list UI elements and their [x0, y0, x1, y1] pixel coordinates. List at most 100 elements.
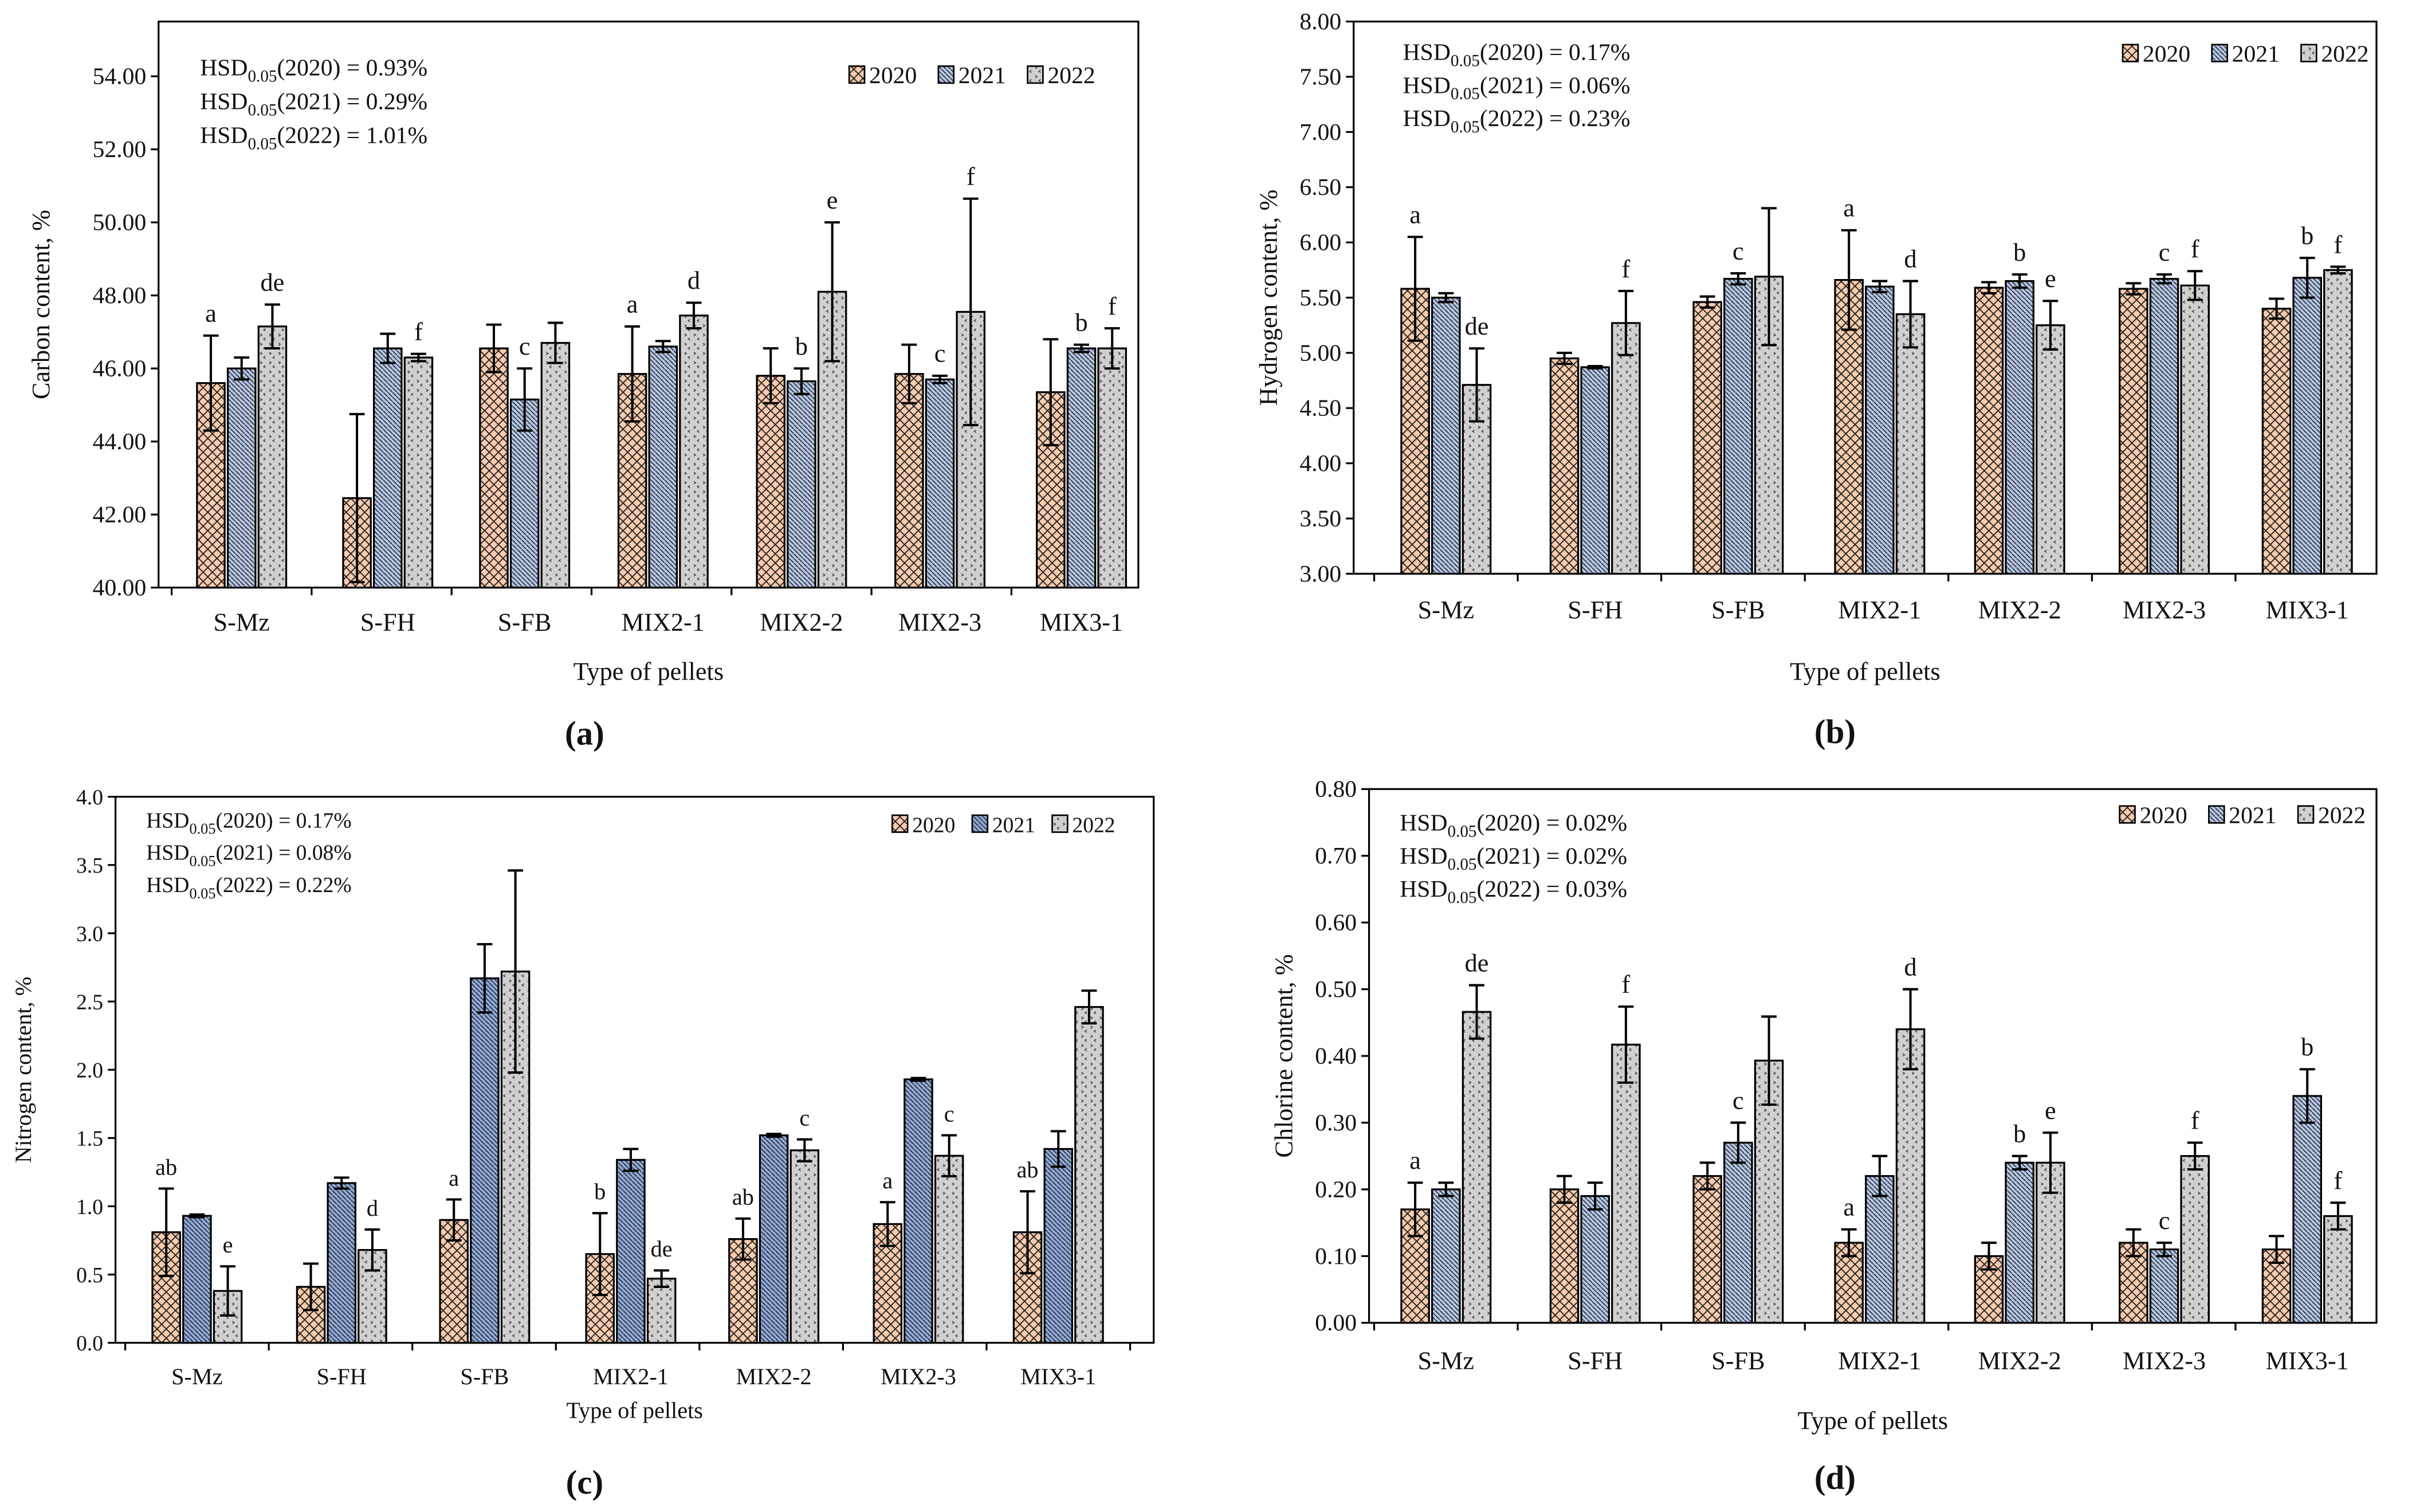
bar-2022-MIX2-1	[1895, 313, 1926, 575]
bar-2020-MIX3-1	[2261, 308, 2292, 575]
significance-letter: f	[2191, 235, 2199, 263]
significance-letter: ab	[732, 1184, 754, 1210]
hsd-annotation: HSD0.05(2022) = 0.22%	[146, 874, 351, 902]
x-tick-label: MIX2-3	[881, 1364, 956, 1389]
error-bar	[1761, 207, 1777, 347]
error-bar	[735, 1217, 751, 1261]
y-tick-label: 52.00	[93, 136, 147, 163]
chart-panel-3: 0.00 0.10 0.20 0.30 0.40 0.50 0.60 0.70 0.80 S-Mz…	[1270, 776, 2378, 1435]
significance-letter: a	[205, 300, 217, 328]
error-bar	[686, 301, 702, 330]
bar-2022-MIX2-1	[679, 315, 709, 589]
significance-letter: e	[2045, 265, 2056, 293]
significance-letter: de	[1465, 312, 1489, 340]
error-bar	[766, 1133, 782, 1138]
significance-letter: f	[2334, 1167, 2343, 1195]
significance-letter: c	[519, 332, 531, 360]
bar-2021-MIX2-1	[616, 1158, 646, 1344]
panel-label-a: (a)	[565, 714, 604, 752]
error-bar	[2299, 1068, 2315, 1124]
legend-swatch-2022	[1027, 65, 1044, 84]
error-bar	[1761, 1015, 1777, 1106]
x-axis-title: Type of pellets	[1790, 658, 1940, 686]
y-tick-label: 0.5	[76, 1264, 103, 1287]
error-bar	[486, 323, 502, 374]
significance-letter: c	[944, 1101, 954, 1126]
error-bar	[2042, 300, 2059, 351]
error-bar	[624, 325, 641, 423]
significance-letter: b	[2301, 1033, 2313, 1061]
bar-2021-S-FB	[470, 977, 500, 1344]
error-bar	[796, 1138, 812, 1163]
hsd-annotation: HSD0.05(2021) = 0.29%	[200, 89, 427, 120]
error-bar	[1081, 989, 1097, 1025]
bar-2022-MIX3-1	[2323, 269, 2353, 575]
error-bar	[623, 1148, 639, 1172]
y-tick-label: 4.0	[76, 786, 103, 810]
x-tick-label: MIX2-1	[622, 608, 705, 637]
significance-letter: d	[1904, 245, 1916, 273]
y-tick-label: 0.50	[1315, 976, 1357, 1003]
error-bar	[1618, 289, 1634, 356]
error-bar	[1872, 1154, 1888, 1197]
significance-letter: a	[1409, 1146, 1421, 1175]
y-tick-label: 7.50	[1299, 64, 1341, 90]
x-tick-label: MIX3-1	[2266, 1346, 2349, 1374]
error-bar	[2156, 273, 2172, 285]
error-bar	[265, 303, 280, 350]
legend-label-2022: 2022	[1072, 814, 1115, 837]
bar-2022-MIX2-3	[934, 1154, 964, 1344]
significance-letter: e	[2045, 1097, 2056, 1125]
y-tick-label: 1.0	[76, 1196, 103, 1219]
x-tick-label: MIX3-1	[2266, 596, 2349, 624]
error-bar	[1872, 280, 1888, 293]
error-bar	[2012, 273, 2028, 289]
significance-letter: a	[882, 1168, 893, 1193]
error-bar	[1841, 229, 1857, 331]
significance-letter: a	[1843, 1193, 1855, 1222]
y-tick-label: 5.50	[1299, 285, 1341, 311]
error-bar	[349, 413, 365, 583]
y-tick-label: 3.50	[1299, 505, 1341, 532]
y-tick-label: 50.00	[93, 210, 147, 236]
x-tick-label: S-FH	[1568, 1346, 1623, 1374]
bar-2021-MIX2-3	[2149, 1248, 2179, 1324]
error-bar	[1903, 988, 1918, 1071]
legend-label-2022: 2022	[1047, 62, 1095, 89]
significance-letter: a	[627, 290, 638, 319]
error-bar	[411, 352, 426, 363]
bar-2022-MIX2-2	[789, 1149, 820, 1344]
hsd-annotation: HSD0.05(2022) = 0.03%	[1400, 876, 1627, 907]
y-tick-label: 6.00	[1299, 230, 1341, 256]
legend-swatch-2020	[2119, 805, 2136, 824]
bar-2021-S-Mz	[1431, 1188, 1461, 1324]
legend-swatch-2021	[2211, 44, 2228, 62]
significance-letter: c	[1733, 1086, 1744, 1114]
bar-2020-S-FH	[1549, 1188, 1580, 1324]
bar-2021-MIX2-2	[2005, 280, 2034, 575]
error-bar	[763, 347, 779, 404]
significance-letter: d	[367, 1195, 378, 1221]
legend-label-2020: 2020	[912, 814, 955, 837]
error-bar	[1557, 351, 1572, 366]
error-bar	[203, 334, 219, 432]
significance-letter: a	[1843, 194, 1855, 222]
significance-letter: b	[2013, 1120, 2026, 1148]
hsd-annotation: HSD0.05(2022) = 0.23%	[1403, 105, 1631, 136]
legend-label-2022: 2022	[2318, 802, 2366, 828]
hsd-annotation: HSD0.05(2020) = 0.93%	[200, 55, 427, 86]
significance-letter: f	[1108, 292, 1117, 320]
significance-letter: a	[449, 1165, 459, 1191]
significance-letter: d	[688, 266, 700, 294]
error-bar	[2269, 1235, 2284, 1264]
y-tick-label: 3.0	[76, 922, 103, 946]
x-tick-label: S-Mz	[171, 1364, 222, 1389]
error-bar	[2012, 1154, 2028, 1171]
x-tick-label: MIX3-1	[1040, 608, 1123, 637]
significance-letter: f	[2191, 1106, 2199, 1134]
error-bar	[380, 332, 396, 364]
chart-panel-0: 40.00 42.00 44.00 46.00 48.00 50.00 52.00 54.00…	[27, 20, 1140, 686]
y-tick-label: 0.80	[1315, 776, 1357, 803]
x-tick-label: MIX2-1	[1838, 1346, 1921, 1374]
legend-label-2022: 2022	[2321, 41, 2368, 67]
